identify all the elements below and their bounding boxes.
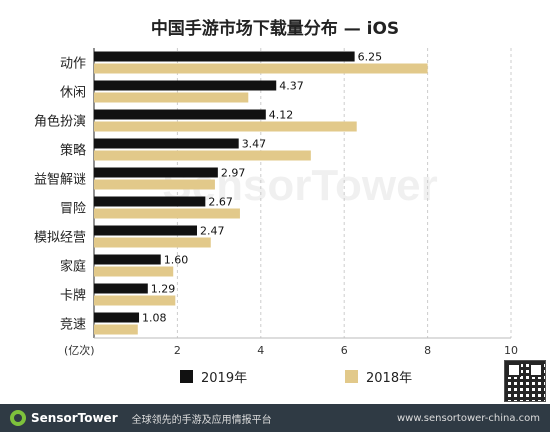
x-axis-unit-label: (亿次) <box>64 343 95 357</box>
bar-2018-4 <box>94 179 215 190</box>
category-label: 模拟经营 <box>34 231 86 246</box>
category-label: 益智解谜 <box>34 173 86 188</box>
x-tick-label: 8 <box>424 344 431 357</box>
bar-2019-1 <box>94 80 277 91</box>
x-axis-ticks: 2 4 6 8 10 <box>174 344 518 357</box>
bar-2018-7 <box>94 266 174 277</box>
x-tick-label: 10 <box>504 344 518 357</box>
category-label: 卡牌 <box>60 288 86 304</box>
bar-2019-0 <box>94 51 355 62</box>
bar-2018-8 <box>94 295 176 306</box>
bar-value-label: 1.08 <box>142 312 167 325</box>
chart-title: 中国手游市场下载量分布 — iOS <box>150 19 400 39</box>
bar-value-label: 2.97 <box>221 167 246 180</box>
category-label: 竞速 <box>60 317 86 333</box>
bar-value-label: 3.47 <box>242 138 267 151</box>
footer-website-link[interactable]: www.sensortower-china.com <box>396 412 540 424</box>
category-label: 动作 <box>60 57 86 72</box>
bar-2019-9 <box>94 312 140 323</box>
brand-name: SensorTower <box>31 411 118 425</box>
bar-2019-7 <box>94 254 161 265</box>
footer-slogan: 全球领先的手游及应用情报平台 <box>131 414 272 426</box>
bars: 6.25 4.37 4.12 3.47 2.97 2.67 2.47 1.60 1.29 1.08 <box>94 51 428 335</box>
bar-2019-5 <box>94 196 206 207</box>
bar-2019-4 <box>94 167 218 178</box>
bar-2019-8 <box>94 283 148 294</box>
category-label: 家庭 <box>60 259 86 275</box>
brand[interactable]: SensorTower <box>10 410 118 426</box>
bar-2018-6 <box>94 237 211 248</box>
bar-value-label: 4.12 <box>269 109 294 122</box>
footer-bar: SensorTower 全球领先的手游及应用情报平台 www.sensortow… <box>0 404 550 432</box>
x-tick-label: 6 <box>341 344 348 357</box>
bar-2018-1 <box>94 92 249 103</box>
category-label: 休闲 <box>60 86 86 101</box>
bar-value-label: 6.25 <box>358 51 383 64</box>
legend-swatch-2018 <box>345 370 358 383</box>
legend-label-2019: 2019年 <box>201 371 248 386</box>
x-tick-label: 2 <box>174 344 181 357</box>
bar-2019-2 <box>94 109 266 120</box>
bar-2018-9 <box>94 324 138 335</box>
sensortower-logo-icon <box>10 410 26 426</box>
x-tick-label: 4 <box>257 344 264 357</box>
legend: 2019年 2018年 <box>0 367 550 387</box>
bar-value-label: 4.37 <box>279 80 304 93</box>
bar-value-label: 2.47 <box>200 225 225 238</box>
bar-2018-0 <box>94 63 428 74</box>
category-label: 策略 <box>60 143 86 159</box>
bar-2019-3 <box>94 138 239 149</box>
legend-item-2019: 2019年 <box>180 367 247 386</box>
bar-value-label: 2.67 <box>208 196 233 209</box>
legend-swatch-2019 <box>180 370 193 383</box>
bar-value-label: 1.29 <box>151 283 176 296</box>
category-label: 角色扮演 <box>34 114 86 130</box>
bar-value-label: 1.60 <box>164 254 189 267</box>
qr-code-icon <box>504 360 546 402</box>
bar-2018-2 <box>94 121 357 132</box>
bar-2018-5 <box>94 208 240 219</box>
bar-chart: SensorTower 6.254.374.123.472.972.672.47… <box>34 48 518 357</box>
bar-2019-6 <box>94 225 197 236</box>
legend-label-2018: 2018年 <box>366 371 413 386</box>
bar-2018-3 <box>94 150 311 161</box>
category-label: 冒险 <box>60 202 86 217</box>
legend-item-2018: 2018年 <box>345 367 412 386</box>
